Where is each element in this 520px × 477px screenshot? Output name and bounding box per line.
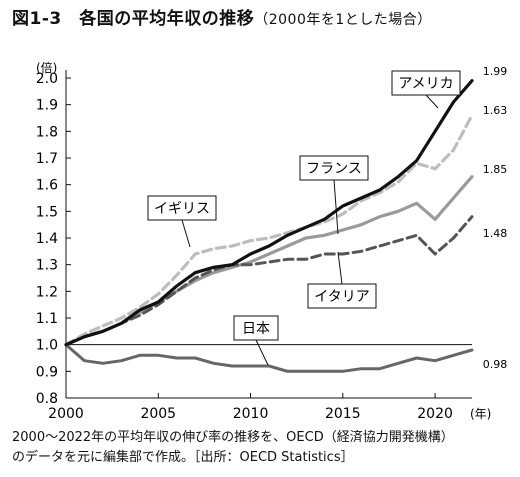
x-tick-label: 2000 [48, 406, 84, 422]
series-label-box-日本 [233, 315, 279, 341]
x-tick-label: 2010 [233, 406, 269, 422]
chart-title-main: 図1-3 各国の平均年収の推移 [12, 9, 255, 29]
y-tick-label: 1.8 [36, 124, 58, 140]
leader-line-イギリス [181, 219, 191, 248]
end-value-label-フランス: 1.85 [483, 163, 508, 176]
series-line-イタリア [64, 215, 474, 347]
line-chart: 0.80.91.01.11.21.31.41.51.61.71.81.92.0(… [36, 60, 508, 422]
y-tick-label: 2.0 [36, 71, 58, 87]
y-tick-label: 1.3 [36, 258, 58, 274]
series-line-イギリス [64, 113, 474, 347]
caption-line-2: のデータを元に編集部で作成。［出所：OECD Statistics］ [12, 450, 354, 465]
leader-line-日本 [255, 339, 269, 366]
x-tick-label: 2015 [325, 406, 361, 422]
y-tick-label: 1.9 [36, 98, 58, 114]
caption-line-1: 2000〜2022年の平均年収の伸び率の推移を、OECD（経済協力開発機構） [12, 430, 454, 445]
end-value-label-イギリス: 1.63 [483, 104, 508, 117]
y-tick-label: 1.6 [36, 178, 58, 194]
y-tick-label: 1.0 [36, 338, 58, 354]
y-axis-unit: (倍) [36, 60, 57, 75]
leader-line-アメリカ [425, 94, 439, 109]
series-label-box-アメリカ [391, 70, 461, 96]
y-tick-label: 1.5 [36, 204, 58, 220]
series-label-イギリス: イギリス [154, 201, 210, 217]
chart-title: 図1-3 各国の平均年収の推移（2000年を1とした場合） [12, 4, 512, 34]
series-label-box-イギリス [147, 195, 217, 221]
y-tick-label: 1.4 [36, 231, 58, 247]
series-label-イタリア: イタリア [314, 289, 369, 305]
y-tick-label: 0.9 [36, 364, 58, 380]
end-value-label-イタリア: 1.48 [483, 227, 508, 240]
end-value-label-アメリカ: 1.99 [483, 65, 508, 78]
series-label-日本: 日本 [242, 321, 270, 337]
y-tick-label: 1.2 [36, 284, 58, 300]
leader-line-フランス [333, 179, 339, 235]
series-label-box-フランス [299, 155, 369, 181]
y-tick-label: 0.8 [36, 391, 58, 407]
chart-caption: 2000〜2022年の平均年収の伸び率の推移を、OECD（経済協力開発機構） の… [12, 428, 512, 468]
end-value-label-日本: 0.98 [483, 358, 508, 371]
x-axis-unit: (年) [470, 407, 491, 421]
series-label-box-イタリア [307, 283, 377, 309]
series-line-アメリカ [64, 79, 474, 347]
series-label-アメリカ: アメリカ [398, 76, 453, 92]
x-tick-label: 2005 [140, 406, 176, 422]
series-line-日本 [64, 343, 474, 373]
series-label-フランス: フランス [306, 161, 362, 177]
y-tick-label: 1.7 [36, 151, 58, 167]
leader-line-イタリア [337, 251, 343, 285]
chart-title-sub: （2000年を1とした場合） [254, 12, 432, 28]
y-tick-label: 1.1 [36, 311, 58, 327]
x-tick-label: 2020 [417, 406, 453, 422]
